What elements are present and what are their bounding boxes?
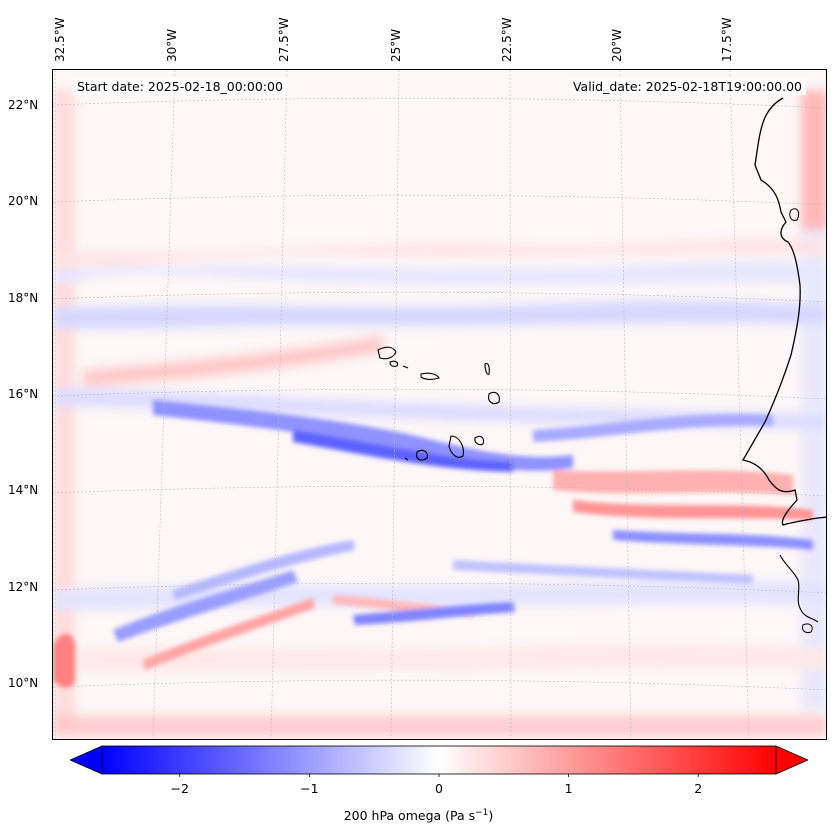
lat-label-20n: 20°N <box>8 194 39 208</box>
island-sao-nicolau <box>420 372 440 380</box>
omega-bands-broad <box>53 70 826 739</box>
band-11-5n-negative <box>353 602 515 625</box>
band-11n-west-negative <box>113 570 298 642</box>
start-date-label: Start date: 2025-02-18_00:00:00 <box>73 78 287 95</box>
colorbar-label-exponent: −1 <box>475 808 489 818</box>
island-fogo <box>416 449 428 461</box>
lat-label-18n: 18°N <box>8 291 39 305</box>
east-edge-negative <box>801 230 826 710</box>
lon-label-17-5w: 17.5°W <box>720 17 734 62</box>
colorbar-label-text: 200 hPa omega (Pa s <box>343 808 476 824</box>
lon-label-20w: 20°W <box>610 28 624 62</box>
island-maio <box>474 435 485 446</box>
lon-label-27-5w: 27.5°W <box>277 17 291 62</box>
cape-verde-islands <box>377 346 500 461</box>
band-north-positive-1 <box>53 238 826 266</box>
gridlines <box>53 70 826 739</box>
island-santa-luzia <box>402 365 409 369</box>
lat-label-14n: 14°N <box>8 483 39 497</box>
band-14n-east-positive <box>553 470 793 495</box>
island-boa-vista <box>488 391 500 405</box>
lon-label-22-5w: 22.5°W <box>500 17 514 62</box>
band-17n-positive <box>83 335 383 386</box>
colorbar-max-extend <box>775 745 808 775</box>
island-santiago <box>448 435 464 458</box>
west-edge-positive <box>53 90 75 730</box>
colorbar <box>70 745 808 777</box>
colorbar-tick-label: 2 <box>694 781 703 796</box>
lat-label-10n: 10°N <box>8 676 39 690</box>
colorbar-label-close: ) <box>488 808 494 824</box>
band-18n-negative <box>53 300 826 330</box>
island-sao-vicente <box>389 360 399 367</box>
omega-field-plot <box>53 70 826 739</box>
grid-lat-12n <box>53 582 826 594</box>
coastal-island <box>789 208 800 221</box>
grid-lat-18n <box>53 291 826 303</box>
colorbar-tick-marks <box>179 774 699 777</box>
east-edge-positive <box>801 90 826 230</box>
band-15n-east-negative <box>533 413 773 442</box>
coastline-guinea <box>779 554 819 623</box>
band-13n-east-negative <box>613 530 813 550</box>
west-edge-positive-core <box>53 633 75 688</box>
lat-label-12n: 12°N <box>8 580 39 594</box>
grid-lat-14n <box>53 485 826 497</box>
omega-bands-sharp <box>53 400 813 688</box>
band-north-negative-1 <box>53 261 826 285</box>
grid-lat-16n <box>53 388 826 400</box>
colorbar-tick-label: −1 <box>300 781 319 796</box>
band-13-5n-east-positive <box>573 500 813 520</box>
colorbar-tick-label: −2 <box>170 781 189 796</box>
grid-lat-10n <box>53 679 826 691</box>
lat-label-16n: 16°N <box>8 387 39 401</box>
south-edge-positive <box>53 715 826 737</box>
colorbar-tick-label: 1 <box>564 781 573 796</box>
valid-date-label: Valid_date: 2025-02-18T19:00:00.00 <box>568 78 806 95</box>
bijagos-island <box>802 623 813 633</box>
band-14-5n-negative-core <box>293 430 513 472</box>
lon-label-25w: 25°W <box>389 28 403 62</box>
band-11n-west-positive <box>143 598 315 670</box>
band-12-5n-negative <box>453 560 753 584</box>
lat-label-22n: 22°N <box>8 98 39 112</box>
colorbar-label: 200 hPa omega (Pa s−1) <box>0 808 837 823</box>
band-16n-negative <box>53 388 826 430</box>
island-sal <box>484 362 490 375</box>
grid-lat-20n <box>53 194 826 206</box>
omega-map: Start date: 2025-02-18_00:00:00 Valid_da… <box>52 69 827 740</box>
colorbar-gradient <box>101 745 777 775</box>
coastline-west-africa <box>741 97 826 526</box>
colorbar-min-extend <box>70 745 103 775</box>
lon-label-30w: 30°W <box>165 28 179 62</box>
island-brava <box>404 457 409 461</box>
colorbar-tick-label: 0 <box>435 781 443 796</box>
lon-label-32-5w: 32.5°W <box>53 17 67 62</box>
band-15n-negative-strong <box>153 400 573 471</box>
island-santo-antao <box>377 346 397 360</box>
band-10n-positive <box>53 644 826 671</box>
grid-lat-22n <box>53 97 826 109</box>
